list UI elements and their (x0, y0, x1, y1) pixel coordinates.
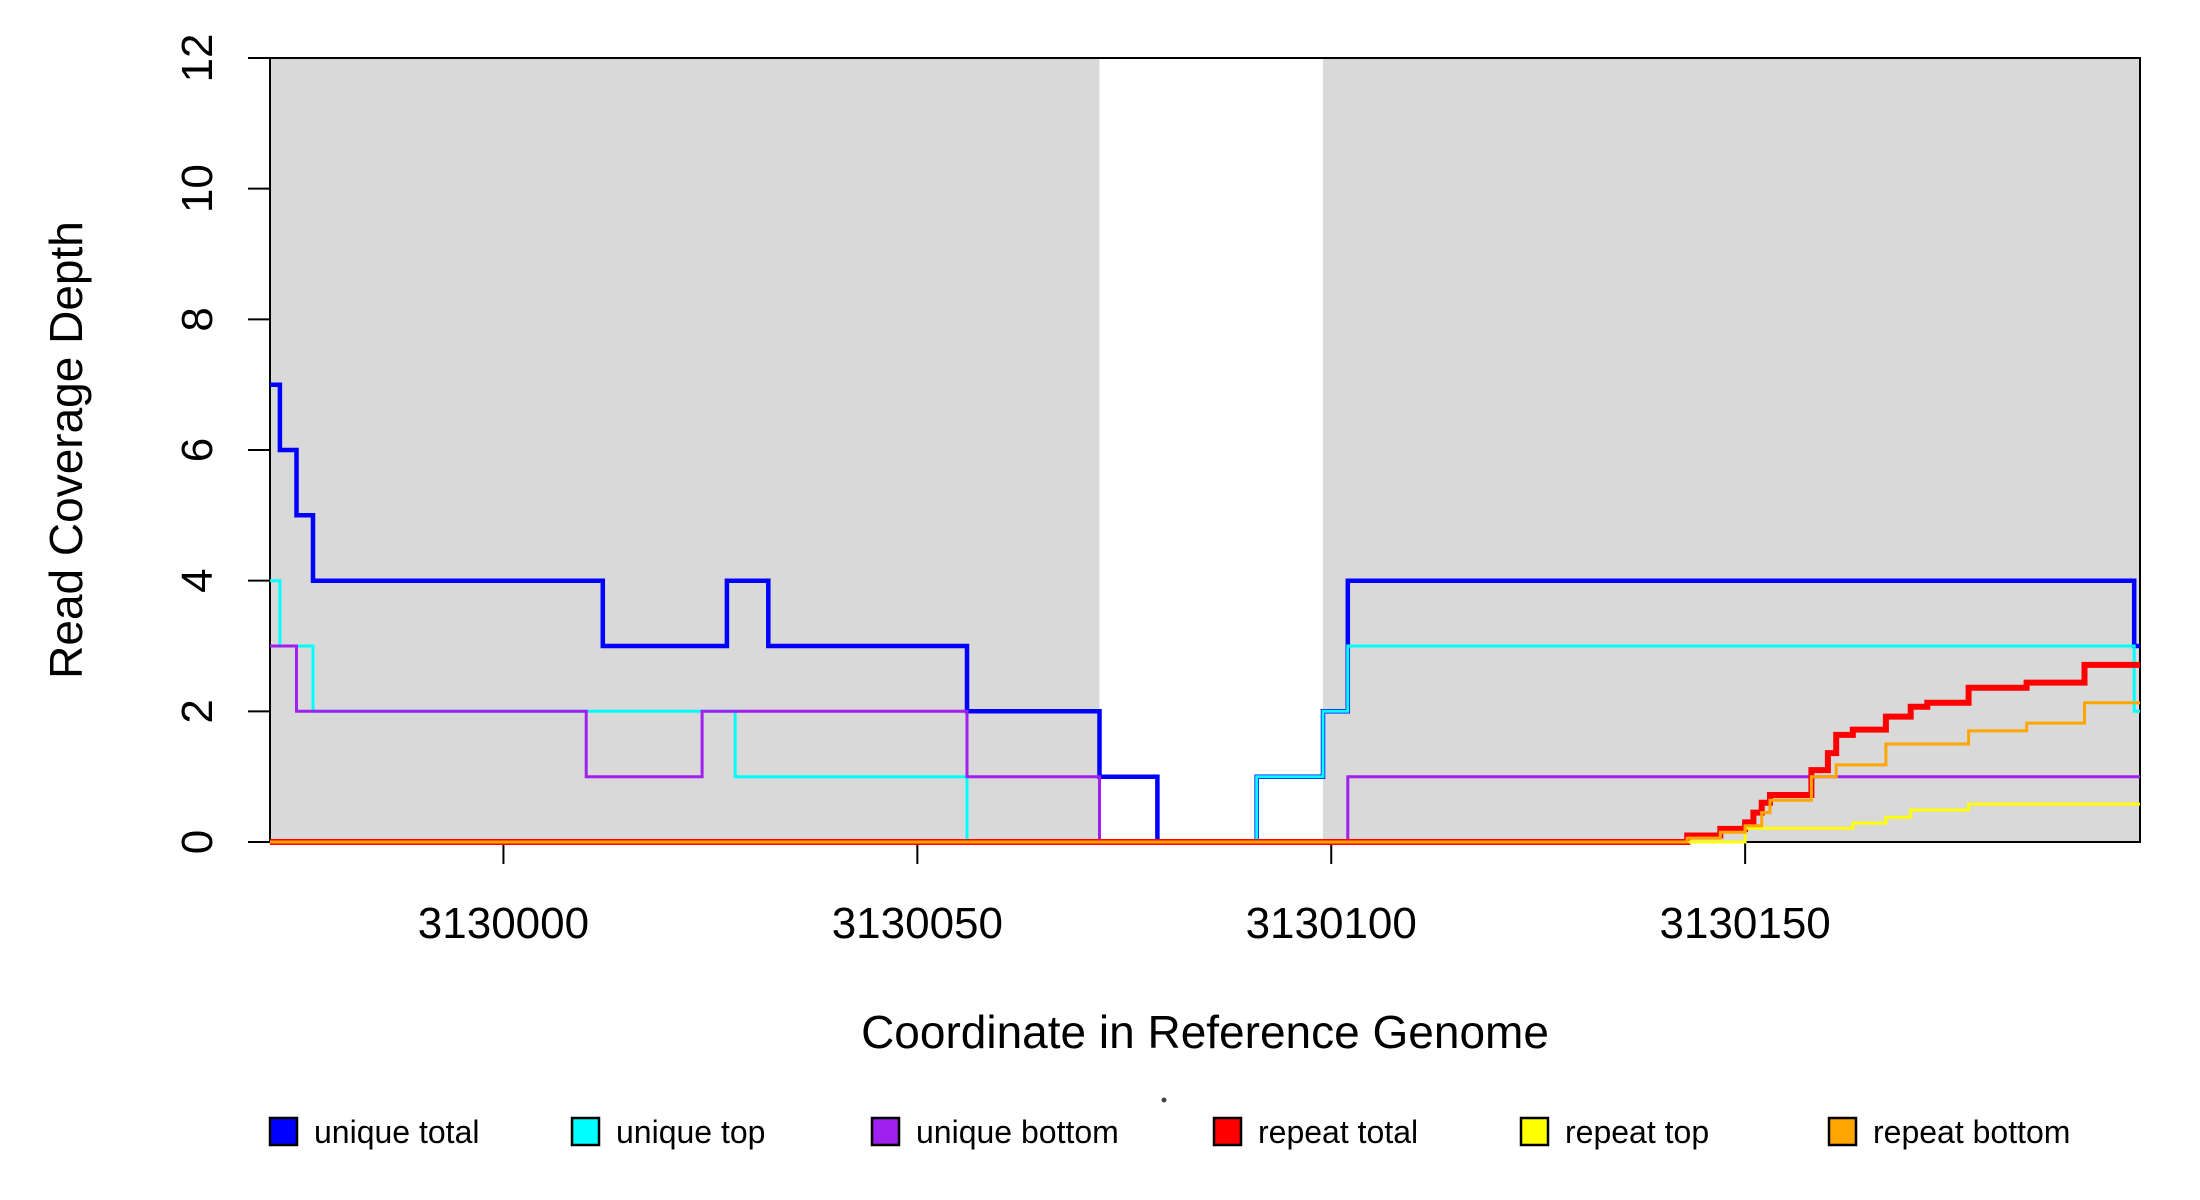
x-axis-title: Coordinate in Reference Genome (861, 1006, 1549, 1058)
shaded-region (270, 58, 1100, 842)
legend-swatch-unique-top (570, 1116, 601, 1147)
y-tick-label: 6 (173, 438, 222, 462)
legend-label: unique top (616, 1114, 765, 1150)
legend-item-repeat-total: repeat total (1212, 1114, 1418, 1150)
legend-swatch-unique-bottom (870, 1116, 901, 1147)
y-tick-label: 2 (173, 699, 222, 723)
legend-swatch-repeat-top (1519, 1116, 1550, 1147)
legend-swatch-unique-total (268, 1116, 299, 1147)
legend-swatch-repeat-total (1212, 1116, 1243, 1147)
legend-label: unique total (314, 1114, 479, 1150)
legend-item-unique-bottom: unique bottom (870, 1114, 1119, 1150)
y-tick-label: 12 (173, 34, 222, 83)
y-tick-label: 4 (173, 568, 222, 592)
legend-label: repeat total (1258, 1114, 1418, 1150)
y-tick-label: 8 (173, 307, 222, 331)
legend-item-unique-top: unique top (570, 1114, 765, 1150)
series-repeat-bottom-line (270, 701, 2140, 844)
x-tick-label: 3130150 (1659, 899, 1830, 948)
x-tick-label: 3130000 (418, 899, 589, 948)
shaded-region (1322, 58, 2140, 842)
legend-label: repeat bottom (1873, 1114, 2070, 1150)
legend-item-repeat-top: repeat top (1519, 1114, 1709, 1150)
y-axis-title: Read Coverage Depth (40, 221, 92, 679)
x-tick-label: 3130050 (832, 899, 1003, 948)
y-tick-label: 10 (173, 164, 222, 213)
legend-item-repeat-bottom: repeat bottom (1827, 1114, 2070, 1150)
legend-label: unique bottom (916, 1114, 1119, 1150)
stray-mark (1161, 1097, 1167, 1103)
y-tick-label: 0 (173, 830, 222, 854)
legend-item-unique-total: unique total (268, 1114, 479, 1150)
x-tick-label: 3130100 (1246, 899, 1417, 948)
legend-label: repeat top (1565, 1114, 1709, 1150)
legend-swatch-repeat-bottom (1827, 1116, 1858, 1147)
